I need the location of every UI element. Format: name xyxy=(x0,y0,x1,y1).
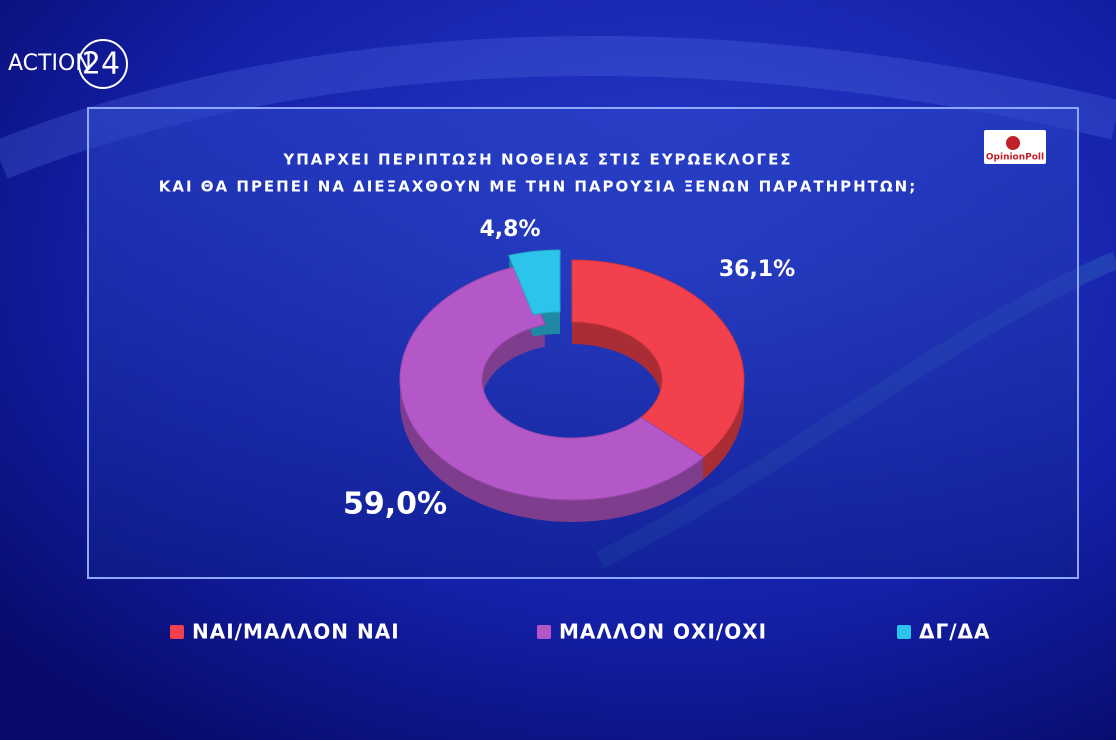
legend-swatch xyxy=(537,625,551,639)
legend-label: ΝΑΙ/ΜΑΛΛΟΝ ΝΑΙ xyxy=(192,620,400,644)
source-name: OpinionPoll xyxy=(986,153,1044,163)
chart-title: ΚΑΙ ΘΑ ΠΡΕΠΕΙ ΝΑ ΔΙΕΞΑΧΘΟΥΝ ΜΕ ΤΗΝ ΠΑΡΟΥ… xyxy=(159,178,917,196)
value-label: 36,1% xyxy=(719,257,795,282)
brand-number: 24 xyxy=(82,47,120,82)
legend-label: ΜΑΛΛΟΝ ΟΧΙ/ΟΧΙ xyxy=(559,620,767,644)
value-label: 4,8% xyxy=(479,217,540,242)
source-icon xyxy=(1006,136,1020,150)
brand-ring xyxy=(78,39,128,89)
legend-swatch xyxy=(897,625,911,639)
slice xyxy=(571,259,745,458)
brand-name: ACTION xyxy=(8,51,92,76)
legend-label: ΔΓ/ΔΑ xyxy=(919,620,990,644)
slice xyxy=(508,249,561,316)
chart-title: ΥΠΑΡΧΕΙ ΠΕΡΙΠΤΩΣΗ ΝΟΘΕΙΑΣ ΣΤΙΣ ΕΥΡΩΕΚΛΟΓ… xyxy=(282,151,792,169)
value-label: 59,0% xyxy=(343,487,447,522)
legend-swatch xyxy=(170,625,184,639)
slice xyxy=(399,264,705,501)
